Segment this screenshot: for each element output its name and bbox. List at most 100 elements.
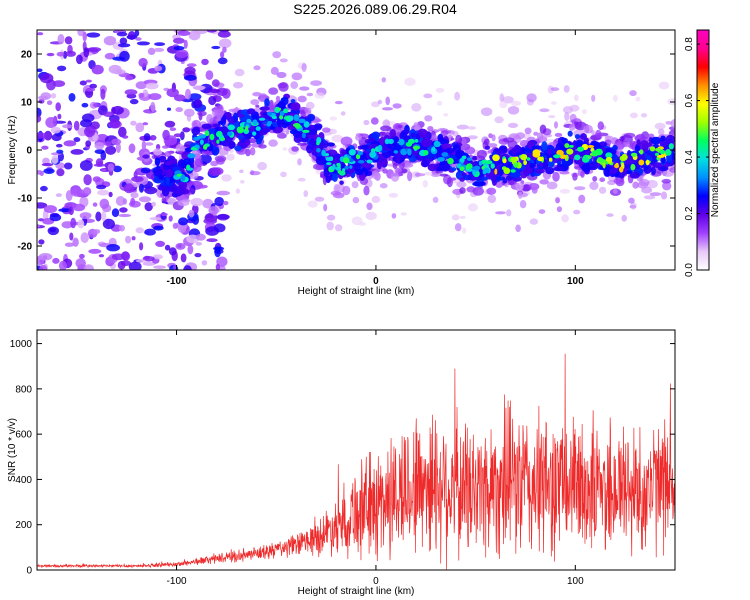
- spectrogram-halo-cell: [322, 127, 331, 133]
- spectrogram-noise-cell: [85, 79, 92, 83]
- spectrogram-halo-cell: [539, 124, 547, 134]
- spectrogram-noise-cell: [507, 122, 519, 128]
- spectrogram-halo-cell: [449, 177, 457, 181]
- spectrogram-noise-cell: [55, 193, 63, 198]
- spectrogram-noise-cell: [195, 241, 203, 246]
- snr-series-line: [37, 353, 675, 570]
- spectrogram-noise-cell: [180, 253, 187, 263]
- spectrogram-halo-cell: [670, 119, 675, 128]
- spectrogram-core-cell: [463, 174, 472, 181]
- spectrogram-halo-cell: [228, 108, 240, 113]
- spectrogram-hot-cell: [566, 148, 574, 155]
- spectrogram-halo-cell: [459, 187, 466, 194]
- spectrogram-noise-cell: [49, 213, 62, 222]
- spectrogram-noise-cell: [195, 233, 206, 241]
- spectrogram-halo-cell: [559, 170, 570, 175]
- spectrogram-noise-cell: [142, 154, 150, 159]
- spectrogram-noise-cell: [142, 261, 156, 266]
- spectrogram-noise-cell: [109, 118, 121, 129]
- spectrogram-noise-cell: [381, 77, 386, 83]
- spectrogram-noise-cell: [51, 155, 59, 165]
- spectrogram-noise-cell: [166, 88, 179, 98]
- spectrogram-noise-cell: [217, 30, 231, 38]
- spectrogram-halo-cell: [278, 82, 289, 92]
- spectrogram-noise-cell: [95, 158, 104, 167]
- spectrogram-hot-cell: [293, 114, 300, 122]
- spectrogram-noise-cell: [213, 223, 226, 233]
- spectrogram-core-cell: [636, 139, 641, 146]
- colorbar-tick-label: 0.8: [684, 37, 695, 51]
- spectrogram-noise-cell: [164, 244, 171, 251]
- spectrogram-noise-cell: [134, 30, 140, 37]
- spectrogram-core-cell: [170, 158, 178, 165]
- colorbar: [696, 29, 710, 271]
- spectrogram-hot-cell: [187, 153, 196, 159]
- spectrogram-hot-cell: [523, 160, 527, 166]
- spectrogram-noise-cell: [91, 64, 104, 75]
- figure-title: S225.2026.089.06.29.R04: [293, 1, 457, 17]
- spectrogram-noise-cell: [640, 113, 648, 118]
- spectrogram-noise-cell: [279, 58, 288, 63]
- spectrogram-core-cell: [634, 162, 641, 170]
- spectrogram-core-cell: [264, 98, 270, 107]
- spectrogram-halo-cell: [515, 132, 525, 140]
- spectrogram-noise-cell: [310, 80, 322, 86]
- spectrogram-hot-cell: [492, 154, 500, 162]
- spectrogram-noise-cell: [178, 217, 189, 226]
- spectrogram-noise-cell: [101, 168, 107, 172]
- spectrogram-noise-cell: [211, 45, 221, 50]
- spectrogram-core-cell: [207, 128, 218, 136]
- spectrogram-hot-cell: [466, 157, 472, 161]
- spectrogram-hot-cell: [668, 143, 674, 150]
- spectrogram-halo-cell: [632, 181, 639, 189]
- spectrogram-noise-cell: [83, 47, 90, 58]
- spectrogram-noise-cell: [122, 135, 129, 139]
- spectrogram-halo-cell: [619, 136, 625, 142]
- spectrogram-hot-cell: [279, 110, 285, 116]
- spectrogram-hot-cell: [433, 140, 440, 148]
- spectrogram-core-cell: [326, 142, 335, 147]
- spectrogram-halo-cell: [518, 191, 523, 199]
- spectrogram-core-cell: [290, 99, 296, 104]
- spectrogram-noise-cell: [506, 209, 512, 217]
- spectrogram-core-cell: [332, 172, 338, 182]
- snr-y-tick-label: 1000: [10, 339, 33, 350]
- spectrogram-noise-cell: [107, 163, 115, 172]
- spectrogram-hot-cell: [537, 156, 544, 162]
- spectrogram-noise-cell: [123, 183, 135, 194]
- spectrogram-noise-cell: [174, 94, 186, 102]
- spectrogram-noise-cell: [306, 92, 314, 97]
- spectrogram-noise-cell: [173, 46, 185, 51]
- spectrogram-noise-cell: [92, 176, 101, 183]
- spectrogram-noise-cell: [61, 221, 74, 229]
- spectrogram-noise-cell: [184, 66, 196, 75]
- spectrogram-noise-cell: [115, 196, 126, 206]
- spectrogram-core-cell: [567, 130, 573, 137]
- spectrogram-core-cell: [580, 133, 587, 140]
- spectrogram-noise-cell: [37, 132, 47, 139]
- spectrogram-noise-cell: [660, 191, 668, 200]
- colorbar-tick: 0.6: [684, 93, 709, 108]
- spectrogram-noise-cell: [77, 219, 85, 229]
- spectrogram-hot-cell: [339, 170, 346, 176]
- spectrogram-noise-cell: [58, 260, 67, 270]
- spectrogram-hot-cell: [348, 158, 354, 163]
- spectrogram-noise-cell: [495, 211, 506, 215]
- spectrogram-hot-cell: [441, 152, 449, 157]
- spectrogram-hot-cell: [393, 150, 399, 154]
- spectrogram-halo-cell: [569, 124, 576, 131]
- spectrogram-hot-cell: [180, 174, 186, 182]
- snr-y-tick: 800: [15, 384, 675, 395]
- spectrogram-noise-cell: [334, 100, 343, 105]
- spectrogram-core-cell: [244, 138, 251, 146]
- spectrogram-noise-cell: [582, 109, 587, 115]
- spectrogram-core-cell: [658, 166, 669, 172]
- spectrogram-noise-cell: [85, 88, 96, 92]
- spectrogram-noise-cell: [135, 122, 145, 133]
- spectrogram-halo-cell: [592, 176, 598, 182]
- spectrogram-noise-cell: [591, 94, 596, 102]
- spectrogram-hot-cell: [447, 157, 454, 165]
- spectrogram-core-cell: [634, 144, 640, 153]
- spectrogram-hot-cell: [510, 169, 516, 173]
- spectrogram-noise-cell: [63, 140, 77, 147]
